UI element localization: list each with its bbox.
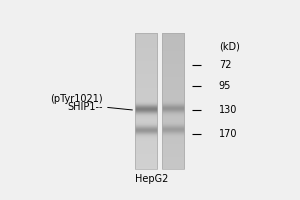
Text: HepG2: HepG2	[135, 174, 168, 184]
Text: SHIP1--: SHIP1--	[67, 102, 103, 112]
Text: 130: 130	[219, 105, 237, 115]
Text: (pTyr1021): (pTyr1021)	[50, 94, 103, 104]
Text: 72: 72	[219, 60, 231, 70]
Text: (kD): (kD)	[219, 41, 240, 51]
Text: 170: 170	[219, 129, 237, 139]
Text: 95: 95	[219, 81, 231, 91]
